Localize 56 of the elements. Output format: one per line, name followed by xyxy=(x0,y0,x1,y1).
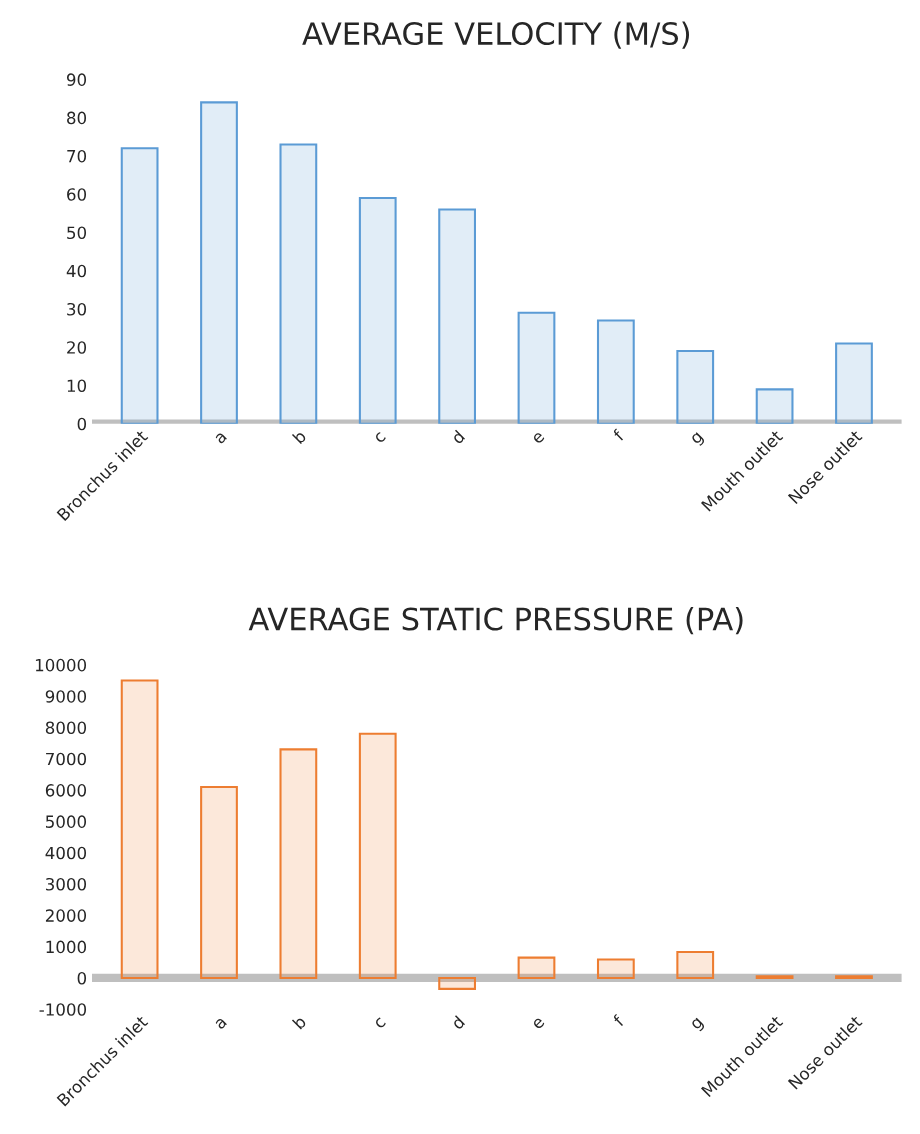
bar xyxy=(676,350,715,424)
x-tick-label: f xyxy=(611,428,626,442)
bar xyxy=(120,147,159,424)
x-tick-label: b xyxy=(291,1014,307,1030)
x-tick-label: f xyxy=(611,1013,626,1027)
y-tick-label: 40 xyxy=(66,264,87,278)
x-tick-label: b xyxy=(291,429,307,445)
bar xyxy=(676,950,715,979)
y-tick-label: -1000 xyxy=(39,1003,87,1016)
x-tick-label: e xyxy=(532,431,545,445)
y-tick-label: 4000 xyxy=(45,846,87,860)
y-tick-label: 80 xyxy=(67,111,87,125)
x-tick-label: d xyxy=(450,429,466,445)
x-tick-label: e xyxy=(532,1017,545,1030)
y-tick-label: 90 xyxy=(66,73,87,86)
x-tick-label: c xyxy=(374,431,387,444)
bar xyxy=(438,208,477,424)
y-tick-label: 2000 xyxy=(45,909,87,922)
y-tick-label: 6000 xyxy=(45,784,87,797)
chart-title: AVERAGE STATIC PRESSURE (PA) xyxy=(248,606,743,635)
bar xyxy=(358,732,397,979)
bar xyxy=(200,101,238,424)
bar xyxy=(835,342,873,424)
y-tick-label: 5000 xyxy=(46,815,87,828)
y-tick-label: 10000 xyxy=(35,658,87,672)
x-tick-label: c xyxy=(374,1017,387,1030)
x-tick-label: d xyxy=(450,1015,466,1031)
bar xyxy=(438,976,477,990)
x-tick-label: g xyxy=(690,1017,706,1033)
y-tick-label: 10 xyxy=(67,379,87,393)
bar xyxy=(596,958,635,979)
y-tick-label: 3000 xyxy=(45,877,87,891)
y-tick-label: 0 xyxy=(77,417,87,431)
y-tick-label: 8000 xyxy=(45,721,87,735)
bar xyxy=(279,143,318,424)
y-tick-label: 1000 xyxy=(46,940,87,954)
bar xyxy=(517,956,556,979)
x-tick-label: a xyxy=(214,432,228,445)
y-tick-label: 9000 xyxy=(45,690,87,703)
bar xyxy=(755,388,794,424)
bar xyxy=(358,196,397,424)
chart-title: AVERAGE VELOCITY (M/S) xyxy=(302,21,690,49)
bar xyxy=(596,319,635,424)
y-tick-label: 60 xyxy=(67,188,87,201)
y-tick-label: 50 xyxy=(67,226,87,240)
y-tick-label: 30 xyxy=(67,302,87,316)
y-tick-label: 20 xyxy=(67,341,87,354)
y-tick-label: 70 xyxy=(67,149,87,163)
x-tick-label: a xyxy=(214,1017,228,1030)
bar xyxy=(517,311,556,424)
y-tick-label: 0 xyxy=(77,971,87,985)
bar xyxy=(120,679,159,979)
x-tick-label: g xyxy=(690,432,706,447)
y-tick-label: 7000 xyxy=(46,752,87,766)
bar xyxy=(200,785,238,979)
bar xyxy=(279,748,318,979)
